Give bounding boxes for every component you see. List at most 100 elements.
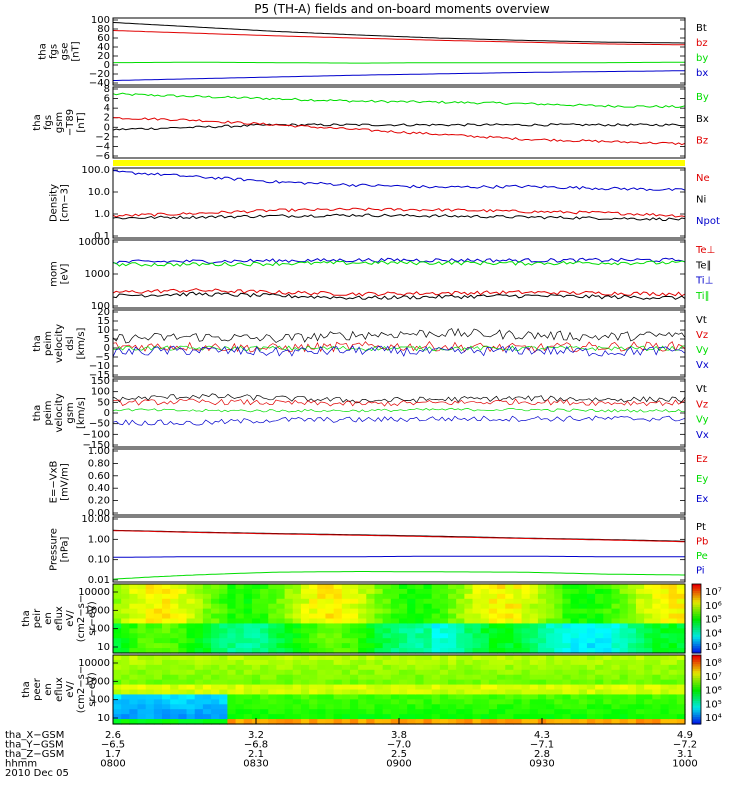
spectrogram-cell bbox=[121, 648, 130, 654]
spectrogram-cell bbox=[423, 664, 433, 671]
spectrogram-cell bbox=[676, 679, 686, 686]
spectrogram-cell bbox=[309, 655, 318, 661]
legend-label: Ni bbox=[696, 194, 706, 205]
spectrogram-cell bbox=[537, 598, 547, 605]
spectrogram-cell bbox=[407, 689, 416, 696]
spectrogram-cell bbox=[423, 618, 433, 625]
spectrogram-cell bbox=[611, 643, 621, 649]
spectrogram-cell bbox=[284, 694, 294, 700]
spectrogram-cell bbox=[578, 674, 588, 681]
spectrogram-cell bbox=[464, 709, 474, 715]
spectrogram-cell bbox=[145, 623, 155, 629]
colorbar-segment bbox=[692, 666, 701, 670]
spectrogram-cell bbox=[276, 694, 286, 700]
spectrogram-cell bbox=[211, 623, 220, 629]
spectrogram-cell bbox=[129, 648, 139, 654]
spectrogram-cell bbox=[595, 608, 604, 615]
colorbar-segment bbox=[692, 611, 701, 615]
spectrogram-cell bbox=[586, 704, 596, 710]
spectrogram-cell bbox=[309, 588, 318, 595]
spectrogram-cell bbox=[349, 603, 359, 610]
spectrogram-cell bbox=[153, 679, 163, 686]
spectrogram-cell bbox=[546, 699, 555, 705]
spectrogram-cell bbox=[521, 659, 531, 666]
spectrogram-cell bbox=[611, 694, 621, 700]
colorbar-segment bbox=[692, 593, 701, 597]
spectrogram-cell bbox=[153, 613, 163, 620]
spectrogram-cell bbox=[292, 664, 302, 671]
spectrogram-cell bbox=[619, 643, 629, 649]
spectrogram-cell bbox=[586, 638, 596, 644]
spectrogram-cell bbox=[300, 655, 310, 661]
spectrogram-cell bbox=[497, 704, 506, 710]
spectrogram-cell bbox=[570, 618, 580, 625]
spectrogram-cell bbox=[399, 638, 408, 644]
spectrogram-cell bbox=[497, 643, 506, 649]
spectrogram-cell bbox=[497, 613, 506, 620]
spectrogram-cell bbox=[227, 603, 237, 610]
spectrogram-cell bbox=[300, 643, 310, 649]
spectrogram-cell bbox=[595, 719, 604, 725]
spectrogram-cell bbox=[194, 714, 204, 720]
spectrogram-cell bbox=[268, 659, 278, 666]
y-tick-label: 0.00 bbox=[88, 508, 110, 519]
spectrogram-cell bbox=[284, 659, 294, 666]
spectrogram-cell bbox=[309, 704, 318, 710]
spectrogram-cell bbox=[243, 674, 253, 681]
spectrogram-cell bbox=[268, 603, 278, 610]
spectrogram-cell bbox=[554, 593, 564, 600]
spectrogram-cell bbox=[325, 669, 335, 676]
spectrogram-cell bbox=[529, 709, 539, 715]
spectrogram-cell bbox=[162, 699, 171, 705]
y-tick-label: 0.60 bbox=[88, 471, 110, 482]
y-tick-label: 1000 bbox=[85, 676, 110, 687]
series-line-black bbox=[112, 213, 686, 221]
spectrogram-cell bbox=[349, 679, 359, 686]
spectrogram-cell bbox=[333, 643, 343, 649]
spectrogram-cell bbox=[635, 679, 645, 686]
x-axis-value: 4.3 bbox=[534, 730, 550, 741]
spectrogram-cell bbox=[456, 699, 465, 705]
spectrogram-cell bbox=[235, 684, 245, 691]
spectrogram-cell bbox=[186, 638, 196, 644]
spectrogram-cell bbox=[586, 608, 596, 615]
spectrogram-cell bbox=[399, 674, 408, 681]
spectrogram-cell bbox=[211, 679, 220, 686]
spectrogram-cell bbox=[137, 628, 147, 634]
spectrogram-cell bbox=[194, 659, 204, 666]
spectrogram-cell bbox=[407, 633, 416, 639]
legend-label: bx bbox=[696, 68, 708, 79]
spectrogram-cell bbox=[202, 669, 212, 676]
spectrogram-cell bbox=[431, 689, 441, 696]
y-tick-label: 20 bbox=[97, 307, 110, 318]
colorbar-segment bbox=[692, 657, 701, 661]
spectrogram-cell bbox=[300, 694, 310, 700]
spectrogram-cell bbox=[194, 613, 204, 620]
spectrogram-cell bbox=[121, 628, 130, 634]
spectrogram-cell bbox=[137, 709, 147, 715]
spectrogram-cell bbox=[292, 598, 302, 605]
spectrogram-cell bbox=[505, 714, 514, 720]
spectrogram-cell bbox=[374, 613, 384, 620]
spectrogram-cell bbox=[366, 584, 376, 590]
spectrogram-cell bbox=[317, 593, 327, 600]
spectrogram-cell bbox=[366, 655, 376, 661]
spectrogram-cell bbox=[202, 588, 212, 595]
spectrogram-cell bbox=[276, 655, 286, 661]
spectrogram-cell bbox=[644, 664, 653, 671]
spectrogram-cell bbox=[243, 689, 253, 696]
spectrogram-cell bbox=[211, 608, 220, 615]
legend-label: Bx bbox=[696, 114, 709, 125]
spectrogram-cell bbox=[333, 593, 343, 600]
spectrogram-cell bbox=[300, 709, 310, 715]
spectrogram-cell bbox=[349, 608, 359, 615]
spectrogram-cell bbox=[586, 598, 596, 605]
spectrogram-cell bbox=[554, 608, 564, 615]
spectrogram-cell bbox=[284, 628, 294, 634]
spectrogram-cell bbox=[137, 689, 147, 696]
spectrogram-cell bbox=[546, 659, 555, 666]
spectrogram-cell bbox=[260, 613, 269, 620]
spectrogram-cell bbox=[652, 643, 662, 649]
spectrogram-cell bbox=[235, 709, 245, 715]
